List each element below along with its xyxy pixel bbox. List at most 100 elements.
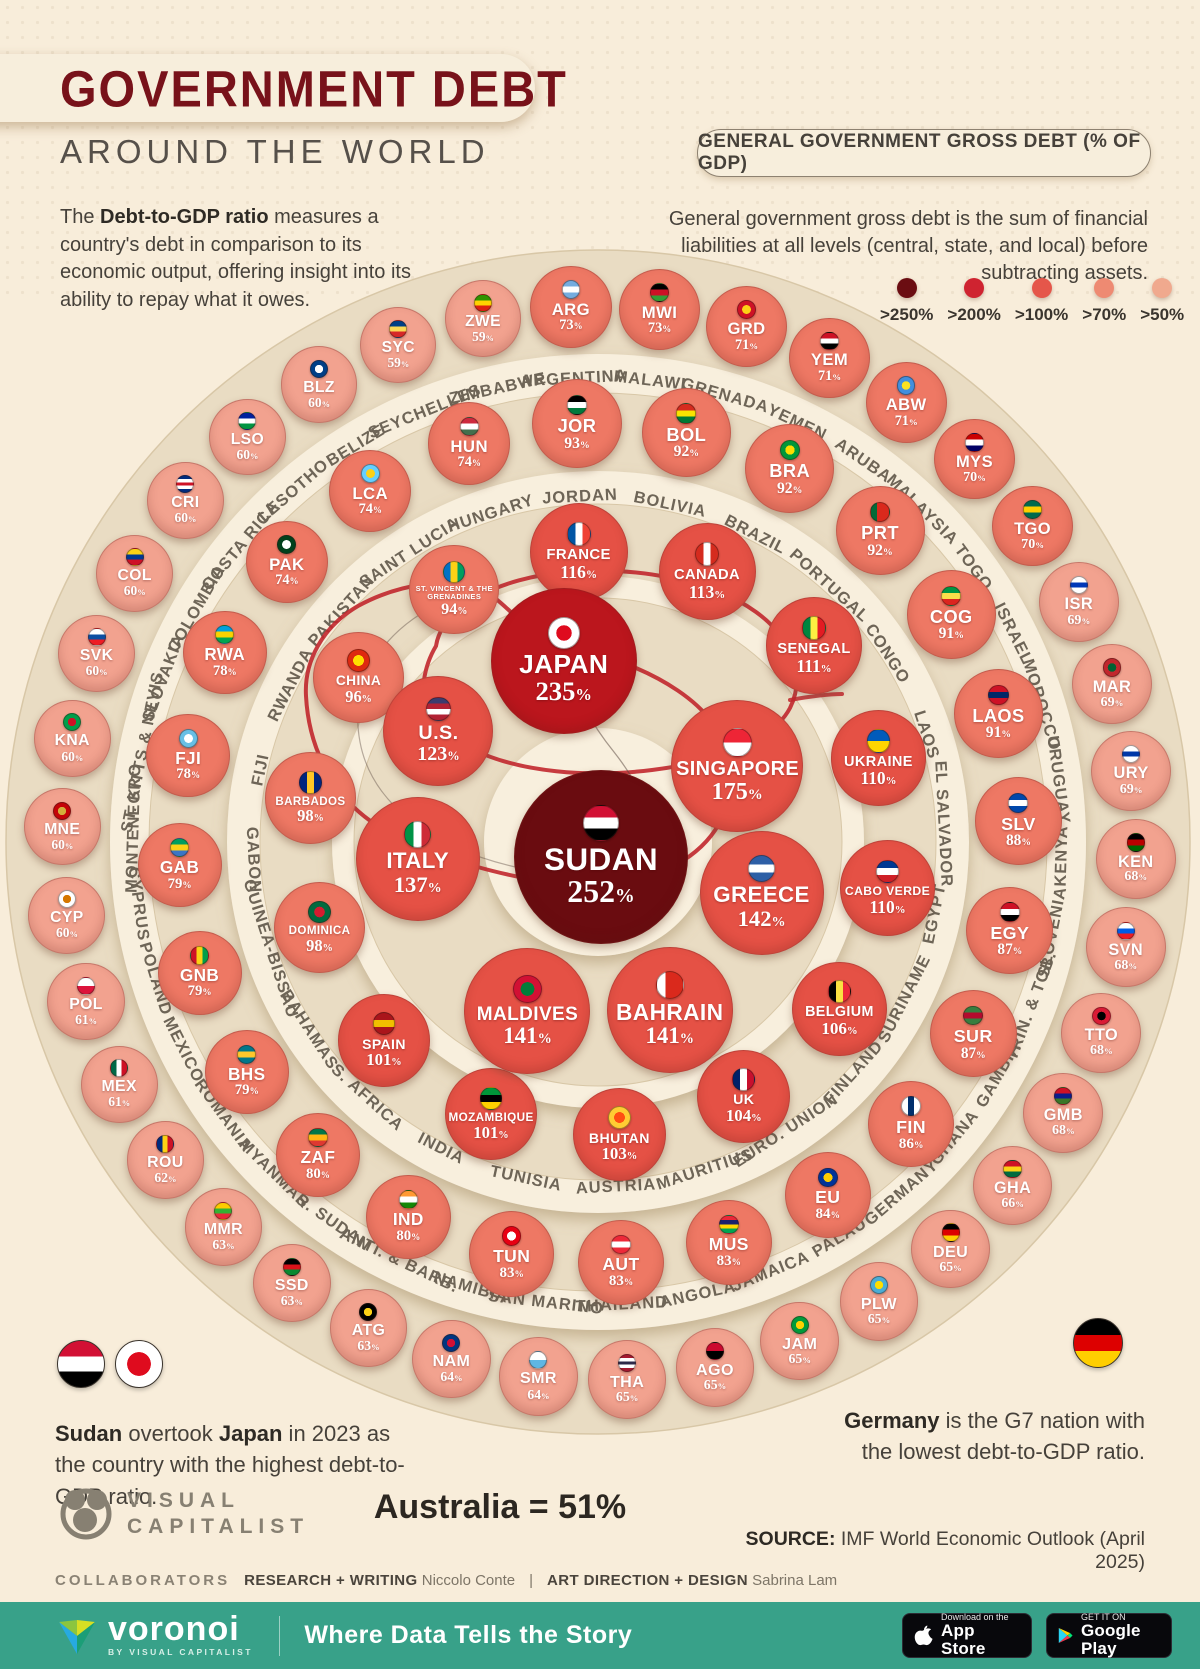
country-bubble-tun: TUN 83% (468, 1211, 555, 1297)
debt-value: 66% (1001, 1195, 1024, 1211)
debt-value: 91% (938, 625, 964, 643)
country-name: EGY (990, 923, 1030, 944)
debt-value: 94% (441, 599, 468, 618)
debt-value: 98% (306, 935, 333, 955)
country-bubble-mmr: MMR 63% (184, 1187, 263, 1266)
flag-icon (169, 837, 190, 858)
flag-icon (676, 403, 697, 424)
debt-value: 62% (154, 1169, 177, 1185)
debt-value: 65% (788, 1351, 811, 1367)
country-name: GRD (727, 319, 766, 339)
flag-icon (237, 1044, 257, 1064)
country-name: GNB (179, 964, 220, 985)
flag-icon (566, 394, 588, 416)
country-bubble-lca: LCA 74% (329, 449, 412, 532)
flag-icon (1102, 658, 1122, 677)
flag-icon (719, 1214, 739, 1235)
debt-value: 80% (396, 1227, 421, 1244)
country-name: MNE (44, 820, 81, 838)
country-bubble-ken: KEN 68% (1095, 819, 1176, 900)
flag-icon (695, 542, 719, 566)
country-name: RWA (204, 645, 246, 665)
flag-icon (965, 433, 984, 452)
flag-icon (1121, 744, 1141, 764)
debt-value: 65% (939, 1258, 962, 1274)
sudan-flag-icon (57, 1340, 105, 1388)
debt-value: 69% (1100, 694, 1124, 711)
country-bubble-gnb: GNB 79% (157, 930, 242, 1015)
voronoi-wordmark: voronoi (108, 1609, 240, 1648)
country-bubble-jam: JAM 65% (760, 1301, 840, 1381)
google-play-badge[interactable]: GET IT ON Google Play (1046, 1612, 1172, 1658)
country-bubble-mus: MUS 83% (686, 1199, 772, 1286)
debt-value: 106% (821, 1018, 858, 1038)
germany-flag-icon (1073, 1318, 1123, 1368)
country-bubble-lso: LSO 60% (209, 398, 286, 476)
debt-value: 60% (174, 510, 197, 526)
title-pill: GOVERNMENT DEBT (0, 54, 566, 122)
flag-icon (178, 728, 198, 748)
flag-icon (547, 616, 580, 650)
flag-icon (737, 300, 756, 320)
country-name: AUT (602, 1254, 640, 1275)
flag-icon (189, 945, 210, 965)
flag-icon (125, 548, 144, 567)
app-store-badge[interactable]: Download on the App Store (902, 1612, 1032, 1658)
flag-icon (583, 805, 619, 842)
debt-value: 64% (527, 1386, 550, 1402)
country-bubble-mwi: MWI 73% (618, 268, 701, 351)
country-name: LAOS (972, 705, 1025, 726)
country-bubble-uk: UK 104% (696, 1049, 791, 1144)
country-name: SUDAN (543, 841, 658, 878)
country-bubble-gmb: GMB 68% (1023, 1072, 1104, 1153)
flag-icon (988, 684, 1009, 705)
country-bubble-ind: IND 80% (366, 1175, 451, 1260)
flag-icon (389, 319, 408, 338)
flag-icon (238, 411, 257, 430)
flag-icon (722, 727, 752, 758)
legend-item: >250% (880, 278, 933, 325)
debt-value: 59% (472, 328, 494, 344)
voronoi-brand[interactable]: voronoi BY VISUAL CAPITALIST (55, 1609, 253, 1658)
legend-label: >100% (1014, 305, 1069, 324)
country-bubble-italy: ITALY 137% (355, 796, 480, 921)
debt-value: 87% (997, 941, 1023, 959)
page-subtitle: AROUND THE WORLD (60, 133, 490, 170)
country-bubble-sur: SUR 87% (929, 990, 1017, 1078)
collaborators-line: COLLABORATORS RESEARCH + WRITING Niccolo… (55, 1572, 838, 1589)
country-name: IND (392, 1209, 424, 1230)
country-name: U.S. (418, 722, 459, 745)
country-name: BLZ (303, 378, 335, 396)
country-bubble-atg: ATG 63% (329, 1289, 408, 1367)
country-bubble-mozambique: MOZAMBIQUE 101% (444, 1068, 538, 1161)
flag-icon (63, 713, 82, 732)
debt-value: 92% (673, 443, 699, 461)
country-bubble-bahrain: BAHRAIN 141% (606, 946, 733, 1073)
debt-value: 84% (815, 1206, 840, 1223)
debt-value: 65% (703, 1377, 727, 1393)
flag-icon (566, 521, 591, 546)
debt-value: 60% (61, 748, 84, 764)
country-bubble-cyp: CYP 60% (28, 876, 106, 954)
debt-value: 71% (818, 368, 841, 385)
country-bubble-senegal: SENEGAL 111% (765, 597, 863, 694)
debt-value: 69% (1119, 780, 1143, 797)
country-name: POL (69, 995, 103, 1013)
germany-flag-wrap (1073, 1318, 1123, 1368)
flag-icon (443, 561, 466, 584)
country-name: ST. VINCENT & THE GRENADINES (415, 584, 493, 601)
country-bubble-singapore: SINGAPORE 175% (671, 700, 804, 833)
debt-value: 68% (1124, 869, 1148, 885)
country-name: SVN (1108, 940, 1144, 959)
debt-value: 116% (560, 562, 597, 582)
voronoi-sub: BY VISUAL CAPITALIST (108, 1647, 253, 1658)
flag-icon (790, 1315, 809, 1334)
country-name: SMR (520, 1370, 557, 1388)
apple-icon (914, 1625, 933, 1645)
flag-icon (1008, 792, 1029, 813)
legend-dot-icon (1031, 278, 1052, 298)
debt-value: 71% (735, 336, 759, 353)
country-bubble-ago: AGO 65% (675, 1327, 755, 1407)
debt-value: 83% (608, 1273, 634, 1290)
flag-icon (299, 770, 322, 794)
